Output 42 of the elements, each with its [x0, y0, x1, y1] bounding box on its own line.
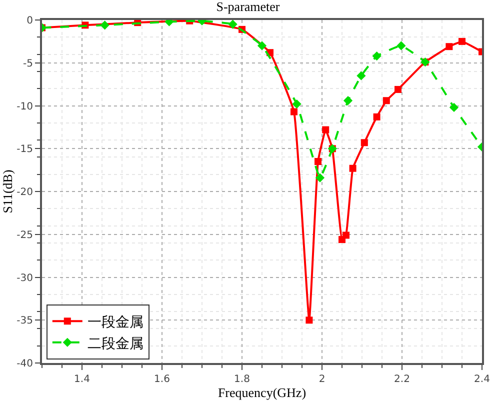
x-tick-label: 2.2 [394, 374, 410, 385]
point [292, 99, 302, 109]
point [446, 43, 453, 50]
point [396, 41, 406, 50]
point [458, 38, 466, 45]
point [394, 86, 402, 93]
point [349, 164, 356, 172]
y-tick-label: -25 [16, 230, 33, 241]
legend-label: 一段金属 [87, 314, 144, 331]
point [322, 126, 330, 134]
point [382, 97, 390, 104]
point [372, 51, 382, 61]
point [257, 41, 267, 50]
y-tick-label: -15 [16, 144, 33, 156]
point [228, 20, 238, 29]
y-tick-label: 0 [26, 16, 33, 26]
y-tick-label: -20 [16, 187, 33, 198]
point [343, 96, 353, 106]
chart-title: S-parameter [216, 0, 280, 14]
point [306, 316, 313, 324]
point [314, 158, 322, 165]
y-tick-label: -35 [16, 316, 33, 327]
y-tick-label: -5 [23, 58, 33, 70]
point [290, 108, 298, 116]
point [100, 20, 110, 30]
point [315, 173, 325, 182]
point [356, 71, 366, 80]
y-tick-label: -30 [16, 272, 33, 284]
point [373, 113, 380, 120]
x-axis-title: Frequency(GHz) [218, 385, 306, 400]
x-tick-label: 2 [318, 374, 326, 385]
x-tick-label: 1.6 [154, 374, 170, 385]
x-tick-label: 1.8 [234, 374, 250, 385]
x-tick-label: 1.4 [74, 374, 90, 385]
x-tick-label: 2.4 [474, 374, 490, 385]
point [360, 139, 368, 146]
point [449, 102, 459, 112]
y-axis-title: S11(dB) [0, 170, 15, 214]
legend-label: 二段金属 [87, 336, 144, 352]
y-tick-label: -10 [16, 101, 33, 112]
point [342, 232, 350, 239]
y-tick-label: -40 [16, 358, 33, 370]
